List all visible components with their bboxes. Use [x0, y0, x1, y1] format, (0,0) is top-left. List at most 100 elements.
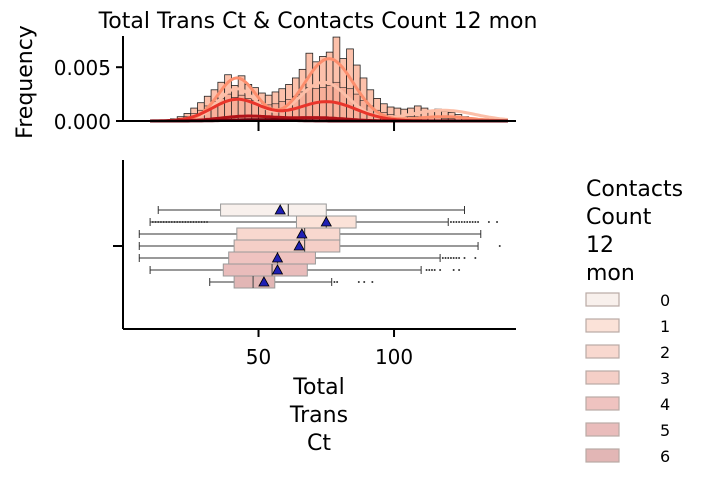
legend-title-line: mon — [586, 261, 635, 286]
y-axis-label: Frequency — [13, 25, 38, 139]
outlier-point — [449, 221, 452, 223]
outlier-point — [458, 257, 461, 259]
histogram-plot: 0.000 0.005 — [54, 36, 516, 134]
outlier-point — [181, 221, 184, 223]
outlier-point — [458, 221, 461, 223]
outlier-point — [428, 269, 431, 271]
outlier-point — [447, 257, 450, 259]
outlier-point — [187, 221, 190, 223]
outlier-point — [487, 221, 490, 223]
legend-title-line: 12 — [586, 233, 614, 258]
outlier-point — [159, 221, 162, 223]
mean-marker — [274, 204, 286, 215]
outlier-point — [441, 257, 444, 259]
x-axis-label-line: Ct — [307, 431, 331, 456]
outlier-point — [165, 221, 168, 223]
outlier-point — [168, 221, 171, 223]
outlier-point — [197, 221, 200, 223]
legend-entry-label: 4 — [660, 395, 670, 414]
outlier-point — [455, 221, 458, 223]
outlier-point — [463, 257, 466, 259]
outlier-point — [333, 281, 336, 283]
y-tick-label: 0.005 — [54, 56, 111, 80]
legend-entry-label: 5 — [660, 421, 670, 440]
outlier-point — [466, 221, 469, 223]
outlier-point — [357, 281, 360, 283]
outlier-point — [157, 221, 160, 223]
outlier-point — [452, 257, 455, 259]
legend-swatch — [585, 448, 620, 463]
box — [220, 203, 327, 217]
x-axis-label-line: Total — [292, 375, 344, 400]
y-tick-label: 0.000 — [54, 110, 111, 134]
legend-swatch — [585, 344, 620, 359]
outlier-point — [200, 221, 203, 223]
outlier-point — [433, 269, 436, 271]
outlier-point — [371, 281, 374, 283]
outlier-point — [203, 221, 206, 223]
x-tick-label: 50 — [246, 345, 271, 369]
outlier-point — [471, 221, 474, 223]
kde-curve — [150, 57, 508, 123]
outlier-point — [452, 269, 455, 271]
outlier-point — [173, 221, 176, 223]
outlier-point — [170, 221, 173, 223]
mean-marker — [320, 216, 332, 227]
mean-marker — [271, 264, 284, 275]
outlier-point — [154, 221, 157, 223]
mean-marker — [258, 276, 270, 287]
outlier-point — [477, 221, 480, 223]
legend-entry-label: 0 — [660, 291, 670, 310]
boxplot-plot: 50 100 — [113, 160, 516, 369]
outlier-point — [468, 221, 471, 223]
outlier-point — [176, 221, 179, 223]
outlier-point — [498, 245, 501, 247]
hist-bar-inner — [319, 87, 327, 122]
legend-title-line: Contacts — [586, 177, 683, 202]
outlier-point — [449, 257, 452, 259]
x-tick-label: 100 — [375, 345, 413, 369]
outlier-point — [192, 221, 195, 223]
legend-swatch — [585, 370, 620, 385]
outlier-point — [162, 221, 165, 223]
legend-swatch — [585, 422, 620, 437]
x-axis-label-line: Trans — [289, 403, 348, 428]
legend-entry-label: 2 — [660, 343, 670, 362]
mean-marker — [293, 240, 305, 251]
outlier-point — [455, 257, 458, 259]
outlier-point — [151, 221, 154, 223]
outlier-point — [189, 221, 192, 223]
outlier-point — [474, 221, 477, 223]
outlier-point — [363, 281, 366, 283]
outlier-point — [430, 269, 433, 271]
outlier-point — [452, 221, 455, 223]
legend-swatch — [585, 396, 620, 411]
legend-swatch — [585, 318, 620, 333]
box — [222, 263, 308, 277]
outlier-point — [206, 221, 209, 223]
x-axis-label: Total Trans Ct — [289, 375, 348, 456]
legend-swatch — [585, 292, 620, 307]
outlier-point — [439, 269, 442, 271]
outlier-point — [184, 221, 187, 223]
legend-entry-label: 1 — [660, 317, 670, 336]
legend-title-line: Count — [586, 205, 652, 230]
outlier-point — [458, 269, 461, 271]
box — [236, 227, 341, 241]
legend-entry-label: 6 — [660, 447, 670, 466]
outlier-point — [425, 269, 428, 271]
mean-marker — [271, 252, 284, 263]
outlier-point — [178, 221, 181, 223]
outlier-point — [463, 221, 466, 223]
outlier-point — [496, 221, 499, 223]
mean-marker — [296, 228, 308, 239]
outlier-point — [336, 281, 339, 283]
outlier-point — [474, 257, 477, 259]
chart-title: Total Trans Ct & Contacts Count 12 mon — [98, 9, 538, 34]
outlier-point — [460, 221, 463, 223]
legend-entry-label: 3 — [660, 369, 670, 388]
outlier-point — [444, 257, 447, 259]
box — [233, 239, 341, 253]
